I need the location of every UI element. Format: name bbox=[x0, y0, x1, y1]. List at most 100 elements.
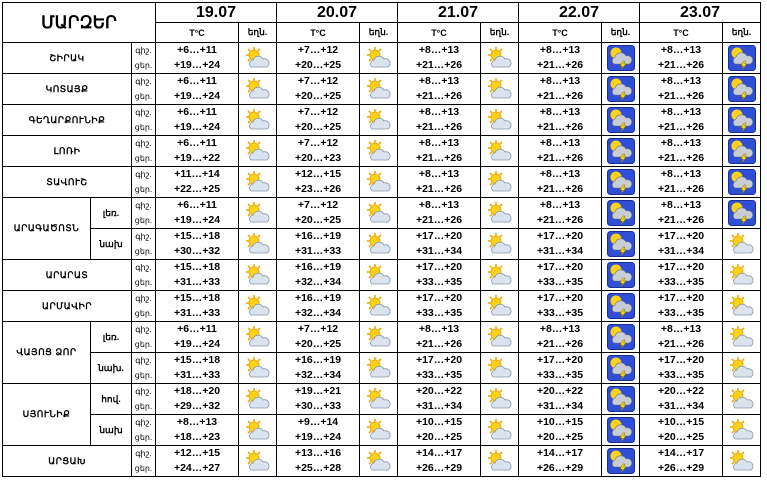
sun-cloud-icon bbox=[366, 295, 390, 316]
weather-icon-cell bbox=[601, 352, 640, 384]
temperature-cell: +10…+15 +20…+25 bbox=[397, 414, 481, 446]
night-label: գիշ. bbox=[135, 108, 152, 117]
thunderstorm-icon bbox=[606, 138, 635, 164]
night-temp: +7…+12 bbox=[297, 137, 339, 149]
day-temp: +31…+33 bbox=[294, 245, 342, 257]
sun-cloud-icon bbox=[729, 419, 753, 440]
weather-icon-cell bbox=[480, 197, 519, 229]
time-labels: գիշ. ցեր. bbox=[131, 166, 156, 198]
day-temp: +24…+27 bbox=[173, 462, 221, 474]
time-labels: գիշ. ցեր. bbox=[131, 352, 156, 384]
day-label: ցեր. bbox=[134, 340, 153, 349]
temperature-cell: +17…+20 +33…+35 bbox=[397, 352, 481, 384]
sun-cloud-icon bbox=[729, 264, 753, 285]
temp-unit-header: T°C bbox=[276, 22, 360, 43]
day-temp: +32…+34 bbox=[294, 276, 342, 288]
temperature-cell: +14…+17 +26…+29 bbox=[518, 445, 602, 477]
weather-icon-cell bbox=[601, 166, 640, 198]
sun-cloud-icon bbox=[487, 419, 511, 440]
weather-icon-cell bbox=[722, 352, 761, 384]
temperature-cell: +8…+13 +21…+26 bbox=[639, 73, 723, 105]
date-header: 22.07 bbox=[518, 2, 640, 23]
thunderstorm-icon bbox=[606, 169, 635, 195]
weather-icon-cell bbox=[480, 383, 519, 415]
day-temp: +20…+25 bbox=[294, 214, 342, 226]
weather-icon-cell bbox=[238, 259, 277, 291]
day-temp: +23…+26 bbox=[294, 183, 342, 195]
night-temp: +8…+13 bbox=[418, 199, 460, 211]
time-labels: գիշ. ցեր. bbox=[131, 73, 156, 105]
table-row: ՎԱՅՈՑ ՁՈՐ լեռ. գիշ. ցեր. +6…+11 +19…+24 +7…+12… bbox=[2, 321, 761, 384]
weather-icon-cell bbox=[480, 42, 519, 74]
time-labels: գիշ. ցեր. bbox=[131, 290, 156, 322]
sun-cloud-icon bbox=[729, 357, 753, 378]
sun-cloud-icon bbox=[487, 388, 511, 409]
day-temp: +31…+34 bbox=[415, 245, 463, 257]
night-temp: +6…+11 bbox=[177, 75, 217, 87]
thunderstorm-icon bbox=[606, 386, 635, 412]
temperature-cell: +11…+14 +22…+25 bbox=[155, 166, 239, 198]
weather-icon-cell bbox=[601, 290, 640, 322]
night-label: գիշ. bbox=[135, 356, 152, 365]
weather-icon-cell bbox=[238, 352, 277, 384]
night-label: գիշ. bbox=[135, 263, 152, 272]
night-label: գիշ. bbox=[135, 325, 152, 334]
temp-unit-header: T°C bbox=[639, 22, 723, 43]
night-temp: +8…+13 bbox=[660, 137, 702, 149]
weather-icon-cell bbox=[480, 166, 519, 198]
temperature-cell: +8…+13 +21…+26 bbox=[639, 104, 723, 136]
table-row: նախ գիշ. ցեր. +8…+13 +18…+23 +9…+14 +19…+24 +10… bbox=[3, 414, 761, 446]
night-temp: +8…+13 bbox=[660, 44, 702, 56]
temperature-cell: +6…+11 +19…+24 bbox=[155, 73, 239, 105]
night-temp: +15…+18 bbox=[173, 261, 221, 273]
thunderstorm-icon bbox=[606, 262, 635, 288]
day-label: ցեր. bbox=[134, 61, 153, 70]
temperature-cell: +8…+13 +21…+26 bbox=[639, 42, 723, 74]
night-temp: +17…+20 bbox=[415, 261, 463, 273]
day-temp: +21…+26 bbox=[657, 90, 705, 102]
night-temp: +8…+13 bbox=[539, 323, 581, 335]
weather-icon-cell bbox=[480, 259, 519, 291]
temperature-cell: +15…+18 +31…+33 bbox=[155, 352, 239, 384]
temperature-cell: +8…+13 +21…+26 bbox=[518, 73, 602, 105]
sun-cloud-icon bbox=[245, 78, 269, 99]
weather-header: եղն. bbox=[601, 22, 640, 43]
temperature-cell: +8…+13 +21…+26 bbox=[518, 104, 602, 136]
night-label: գիշ. bbox=[135, 139, 152, 148]
night-temp: +19…+21 bbox=[294, 385, 342, 397]
day-temp: +21…+26 bbox=[536, 121, 584, 133]
thunderstorm-icon bbox=[606, 324, 635, 350]
night-temp: +17…+20 bbox=[657, 292, 705, 304]
temperature-cell: +8…+13 +21…+26 bbox=[518, 321, 602, 353]
day-temp: +33…+35 bbox=[536, 307, 584, 319]
day-temp: +19…+24 bbox=[294, 431, 342, 443]
weather-icon-cell bbox=[238, 383, 277, 415]
temperature-cell: +8…+13 +21…+26 bbox=[397, 73, 481, 105]
night-temp: +18…+20 bbox=[173, 385, 221, 397]
weather-icon-cell bbox=[480, 135, 519, 167]
day-temp: +31…+34 bbox=[536, 245, 584, 257]
region-name: ԱՐՄԱՎԻՐ bbox=[2, 290, 132, 322]
night-temp: +17…+20 bbox=[536, 230, 584, 242]
night-temp: +17…+20 bbox=[415, 354, 463, 366]
weather-icon-cell bbox=[359, 197, 398, 229]
night-temp: +13…+16 bbox=[294, 447, 342, 459]
time-labels: գիշ. ցեր. bbox=[131, 414, 156, 446]
sun-cloud-icon bbox=[487, 78, 511, 99]
table-row: ԼՈՌԻ գիշ. ցեր. +6…+11 +19…+22 +7…+12 +20…+23 +8… bbox=[2, 135, 761, 167]
temperature-cell: +17…+20 +31…+34 bbox=[397, 228, 481, 260]
night-temp: +14…+17 bbox=[415, 447, 463, 459]
day-temp: +21…+26 bbox=[657, 338, 705, 350]
weather-icon-cell bbox=[722, 228, 761, 260]
night-temp: +8…+13 bbox=[418, 323, 460, 335]
day-temp: +33…+35 bbox=[657, 276, 705, 288]
sun-cloud-icon bbox=[245, 450, 269, 471]
sub-region-label: նախ. bbox=[90, 352, 132, 384]
weather-icon-cell bbox=[238, 166, 277, 198]
night-temp: +17…+20 bbox=[536, 292, 584, 304]
thunderstorm-icon bbox=[606, 200, 635, 226]
sun-cloud-icon bbox=[366, 233, 390, 254]
sun-cloud-icon bbox=[487, 109, 511, 130]
temperature-cell: +8…+13 +21…+26 bbox=[518, 42, 602, 74]
sun-cloud-icon bbox=[487, 450, 511, 471]
